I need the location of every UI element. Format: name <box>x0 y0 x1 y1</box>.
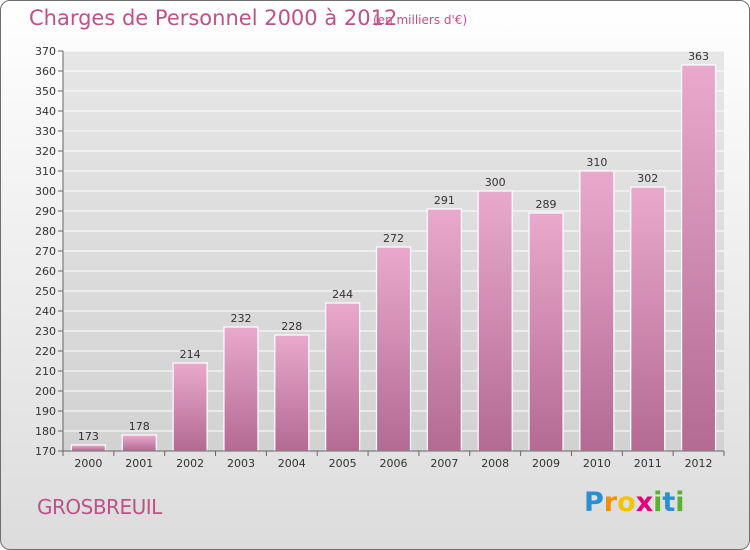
bar-value-label: 302 <box>637 172 658 185</box>
y-axis: 170 180 190 200 210 220 230 240 250 260 270 280 290 3… <box>35 45 64 458</box>
y-tick-label: 240 <box>35 305 56 318</box>
bar <box>426 208 462 452</box>
y-tick-label: 230 <box>35 325 56 338</box>
bar <box>579 170 615 452</box>
x-tick-label: 2005 <box>329 457 357 470</box>
logo-letter: x <box>635 487 654 518</box>
commune-name: GROSBREUIL <box>37 495 162 519</box>
y-tick-label: 250 <box>35 285 56 298</box>
y-tick-label: 280 <box>35 225 56 238</box>
y-tick-label: 300 <box>35 185 56 198</box>
y-tick-label: 350 <box>35 85 56 98</box>
x-tick-label: 2001 <box>125 457 153 470</box>
bar <box>274 334 310 452</box>
x-axis: 2000 2001 2002 2003 2004 2005 2006 2007 2008 2009… <box>62 450 725 470</box>
bar-value-label: 232 <box>230 312 251 325</box>
x-tick-label: 2012 <box>685 457 713 470</box>
logo-letter: o <box>617 487 636 518</box>
bar <box>375 246 412 452</box>
data-labels: 173 178 214 232 228 244 272 291 300 289 310 302 363 <box>78 50 709 443</box>
y-tick-label: 190 <box>35 405 56 418</box>
x-tick-label: 2007 <box>430 457 458 470</box>
bar <box>477 190 513 452</box>
bars <box>70 64 717 452</box>
logo-letter: P <box>584 487 604 518</box>
bar-value-label: 310 <box>586 156 607 169</box>
y-tick-label: 260 <box>35 265 56 278</box>
bar-value-label: 173 <box>78 430 99 443</box>
bar-value-label: 272 <box>383 232 404 245</box>
bar <box>121 434 157 452</box>
bar <box>325 302 361 452</box>
y-tick-label: 210 <box>35 365 56 378</box>
x-tick-label: 2004 <box>278 457 306 470</box>
x-tick-label: 2006 <box>380 457 408 470</box>
bar-value-label: 214 <box>180 348 201 361</box>
y-tick-label: 290 <box>35 205 56 218</box>
chart-title: Charges de Personnel 2000 à 2012 <box>29 6 398 30</box>
y-tick-label: 180 <box>35 425 56 438</box>
logo-letter: r <box>603 487 618 518</box>
bar-value-label: 178 <box>129 420 150 433</box>
x-tick-label: 2008 <box>481 457 509 470</box>
logo-letter: t <box>662 487 676 518</box>
y-tick-label: 330 <box>35 125 56 138</box>
bar <box>172 362 208 452</box>
bar-value-label: 300 <box>485 176 506 189</box>
logo-letter: i <box>675 487 685 518</box>
y-tick-label: 170 <box>35 445 56 458</box>
y-tick-label: 360 <box>35 65 56 78</box>
bar-value-label: 363 <box>688 50 709 63</box>
unit-note: (en milliers d'€) <box>373 13 468 27</box>
x-tick-label: 2000 <box>74 457 102 470</box>
x-tick-label: 2009 <box>532 457 560 470</box>
bar-value-label: 289 <box>536 198 557 211</box>
y-tick-label: 320 <box>35 145 56 158</box>
bar <box>70 444 107 452</box>
x-tick-label: 2011 <box>634 457 662 470</box>
bar <box>680 64 717 452</box>
y-tick-label: 310 <box>35 165 56 178</box>
x-tick-label: 2010 <box>583 457 611 470</box>
y-tick-label: 220 <box>35 345 56 358</box>
y-tick-label: 370 <box>35 45 56 58</box>
bar <box>528 212 564 452</box>
x-tick-label: 2003 <box>227 457 255 470</box>
bar <box>630 186 666 452</box>
bar-value-label: 291 <box>434 194 455 207</box>
y-tick-label: 200 <box>35 385 56 398</box>
bar-value-label: 228 <box>281 320 302 333</box>
y-tick-label: 270 <box>35 245 56 258</box>
x-tick-label: 2002 <box>176 457 204 470</box>
proxiti-logo: Proxiti <box>584 487 685 518</box>
y-tick-label: 340 <box>35 105 56 118</box>
bar-value-label: 244 <box>332 288 353 301</box>
bar <box>223 326 259 452</box>
logo-letter: i <box>653 487 663 518</box>
